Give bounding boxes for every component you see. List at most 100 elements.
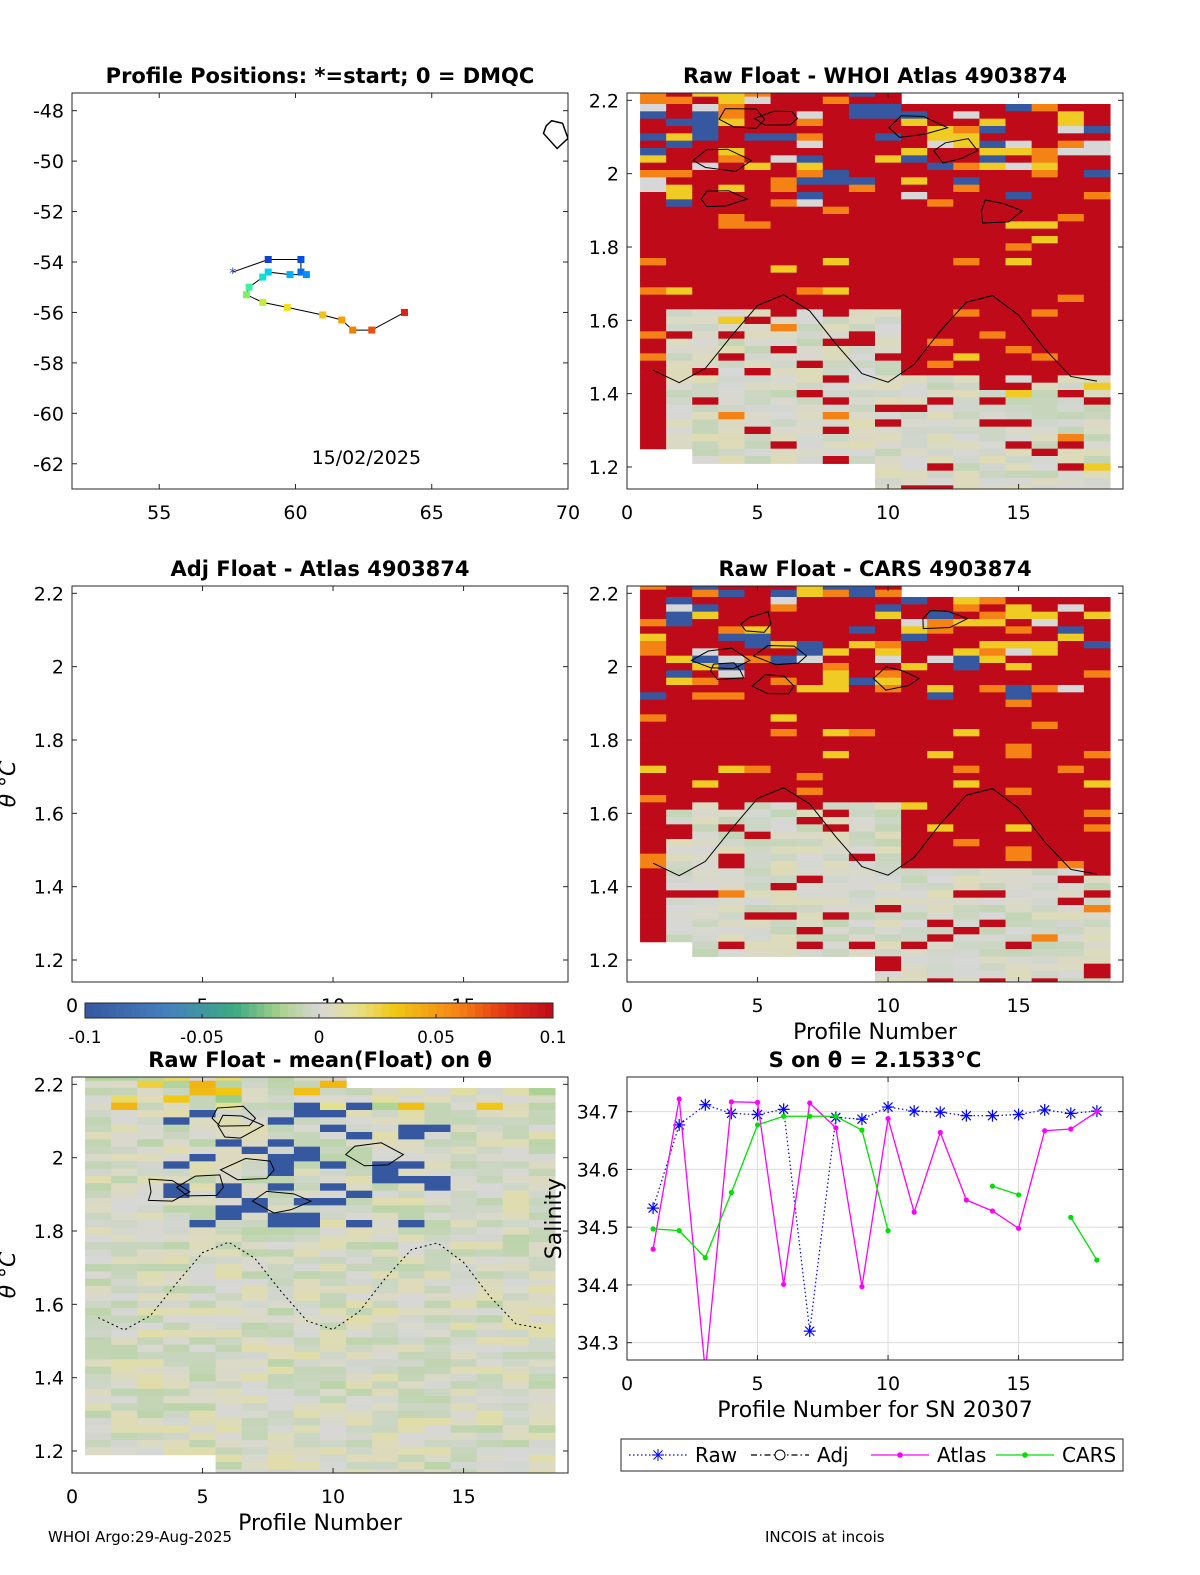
heatmap-cell [979,927,1007,935]
heatmap-cell [111,1139,138,1148]
heatmap-cell [137,1432,164,1441]
heatmap-cell [241,1278,269,1287]
heatmap-cell [692,426,719,435]
heatmap-cell [901,404,928,413]
heatmap-cell [1005,655,1033,664]
heatmap-cell [718,586,746,591]
heatmap-cell [979,412,1007,420]
heatmap-cell [796,250,824,259]
heatmap-cell [1031,714,1059,723]
heatmap-cell [848,96,876,105]
heatmap-cell [1031,177,1059,186]
heatmap-cell [640,375,667,384]
heatmap-cell [692,773,719,781]
atlas-point [963,1197,969,1203]
heatmap-cell [215,1337,243,1346]
heatmap-cell [666,699,693,708]
heatmap-cell [372,1359,399,1368]
heatmap-cell [346,1168,373,1177]
heatmap-cell [111,1234,138,1243]
heatmap-cell [424,1117,452,1126]
heatmap-cell [640,633,667,642]
heatmap-cell [85,1088,112,1096]
heatmap-cell [424,1425,452,1434]
raw-atlas-xtick-label: 5 [751,502,763,524]
heatmap-cell [744,824,772,833]
heatmap-cell [1031,243,1059,252]
heatmap-cell [822,890,850,899]
heatmap-cell [215,1077,243,1082]
heatmap-cell [953,133,981,142]
colorbar-segment [248,1003,258,1018]
heatmap-cell [215,1198,243,1206]
heatmap-cell [770,412,798,420]
heatmap-cell [1005,353,1033,362]
heatmap-cell [875,162,902,171]
heatmap-cell [293,1256,321,1265]
contour [933,138,979,164]
heatmap-cell [1057,397,1085,406]
heatmap-cell [1083,287,1111,296]
heatmap-cell [528,1205,556,1214]
heatmap-cell [111,1322,138,1331]
heatmap-cell [398,1176,426,1184]
heatmap-cell [1031,663,1059,671]
heatmap-cell [1031,780,1059,789]
heatmap-cell [718,604,746,613]
adj-atlas-ylabel: θ °C [0,760,21,807]
heatmap-cell [476,1337,504,1346]
heatmap-cell [927,221,954,230]
heatmap-cell [1057,714,1085,723]
raw-atlas-xtick-label: 10 [876,502,900,524]
heatmap-cell [1031,883,1059,891]
heatmap-cell [293,1198,321,1206]
heatmap-cell [953,795,981,803]
heatmap-cell [137,1278,164,1287]
heatmap-cell [1083,360,1111,369]
heatmap-cell [528,1344,556,1353]
heatmap-cell [1083,104,1111,112]
colorbar-segment [108,1003,117,1018]
heatmap-cell [398,1293,426,1302]
heatmap-cell [640,736,667,745]
heatmap-cell [372,1308,399,1316]
heatmap-cell [744,641,772,649]
heatmap-cell [822,192,850,200]
heatmap-cell [476,1286,504,1294]
heatmap-cell [1005,641,1033,649]
heatmap-cell [111,1388,138,1397]
heatmap-cell [267,1249,295,1258]
heatmap-cell [346,1190,373,1199]
heatmap-cell [1057,699,1085,708]
heatmap-cell [848,633,876,642]
heatmap-cell [85,1264,112,1272]
heatmap-cell [848,228,876,237]
heatmap-cell [1057,192,1085,200]
heatmap-cell [189,1264,217,1272]
heatmap-cell [163,1396,191,1404]
heatmap-cell [744,941,772,950]
heatmap-cell [1057,611,1085,620]
heatmap-cell [875,346,902,354]
heatmap-cell [424,1300,452,1309]
heatmap-cell [848,919,876,928]
heatmap-cell [796,897,824,906]
heatmap-cell [1005,338,1033,347]
heatmap-cell [796,331,824,340]
heatmap-cell [502,1388,530,1397]
heatmap-cell [1083,663,1111,671]
heatmap-cell [111,1286,138,1294]
heatmap-cell [1031,140,1059,149]
heatmap-cell [848,184,876,193]
heatmap-cell [372,1454,399,1463]
heatmap-cell [1057,463,1085,472]
heatmap-cell [1005,287,1033,296]
heatmap-cell [744,780,772,789]
heatmap-cell [692,250,719,259]
heatmap-cell [875,846,902,855]
heatmap-cell [901,839,928,847]
heatmap-cell [1005,346,1033,354]
heatmap-cell [346,1234,373,1243]
heatmap-cell [953,382,981,391]
heatmap-cell [1005,206,1033,215]
